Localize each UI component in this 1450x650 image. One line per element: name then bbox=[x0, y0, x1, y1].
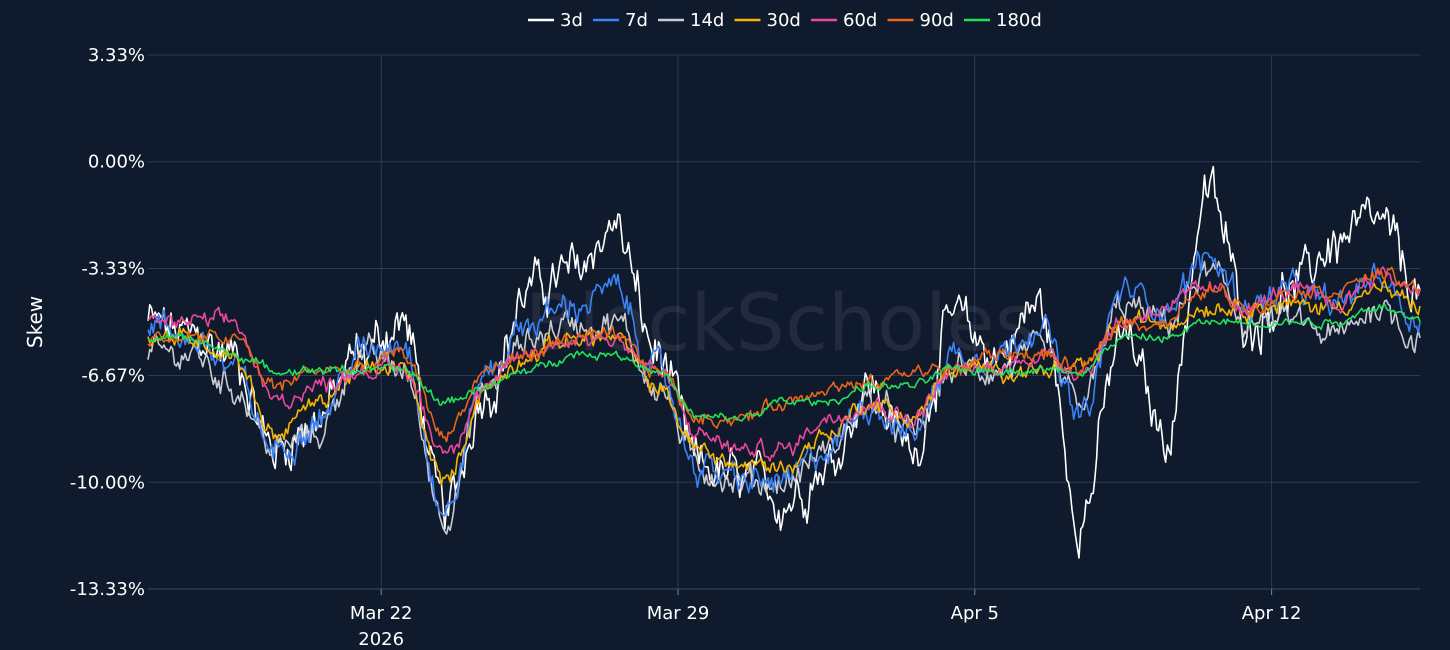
legend-label: 14d bbox=[690, 10, 724, 31]
series-line-14d bbox=[147, 260, 1421, 535]
y-tick-label: -3.33% bbox=[81, 258, 145, 279]
x-tick-label: Apr 5 bbox=[951, 603, 999, 624]
legend: 3d 7d 14d 30d 60d 90d 180d bbox=[528, 10, 1042, 31]
y-axis: 3.33% 0.00% -3.33% -6.67% -10.00% -13.33% bbox=[70, 45, 145, 600]
x-tick-label: Mar 29 bbox=[647, 603, 710, 624]
legend-item-3d[interactable]: 3d bbox=[528, 10, 583, 31]
x-tick-year-label: 2026 bbox=[358, 629, 404, 650]
legend-label: 60d bbox=[843, 10, 877, 31]
x-tick-label: Mar 22 bbox=[350, 603, 413, 624]
series-line-180d bbox=[147, 303, 1421, 422]
series-line-90d bbox=[147, 266, 1421, 443]
y-tick-label: 0.00% bbox=[88, 152, 145, 173]
legend-item-180d[interactable]: 180d bbox=[964, 10, 1042, 31]
legend-item-90d[interactable]: 90d bbox=[887, 10, 954, 31]
y-axis-title: Skew bbox=[23, 296, 47, 348]
legend-label: 90d bbox=[920, 10, 954, 31]
y-tick-label: -10.00% bbox=[70, 472, 145, 493]
legend-label: 30d bbox=[767, 10, 801, 31]
legend-item-60d[interactable]: 60d bbox=[811, 10, 877, 31]
legend-label: 3d bbox=[560, 10, 583, 31]
y-tick-label: -13.33% bbox=[70, 579, 145, 600]
legend-label: 180d bbox=[996, 10, 1042, 31]
y-tick-label: 3.33% bbox=[88, 45, 145, 66]
legend-label: 7d bbox=[625, 10, 648, 31]
x-axis: Mar 22 2026 Mar 29 Apr 5 Apr 12 bbox=[148, 588, 1420, 650]
series-lines bbox=[147, 165, 1421, 559]
y-tick-label: -6.67% bbox=[81, 366, 145, 387]
legend-item-14d[interactable]: 14d bbox=[658, 10, 724, 31]
legend-item-7d[interactable]: 7d bbox=[593, 10, 648, 31]
legend-item-30d[interactable]: 30d bbox=[734, 10, 801, 31]
series-line-3d bbox=[147, 165, 1421, 559]
x-tick-label: Apr 12 bbox=[1242, 603, 1302, 624]
